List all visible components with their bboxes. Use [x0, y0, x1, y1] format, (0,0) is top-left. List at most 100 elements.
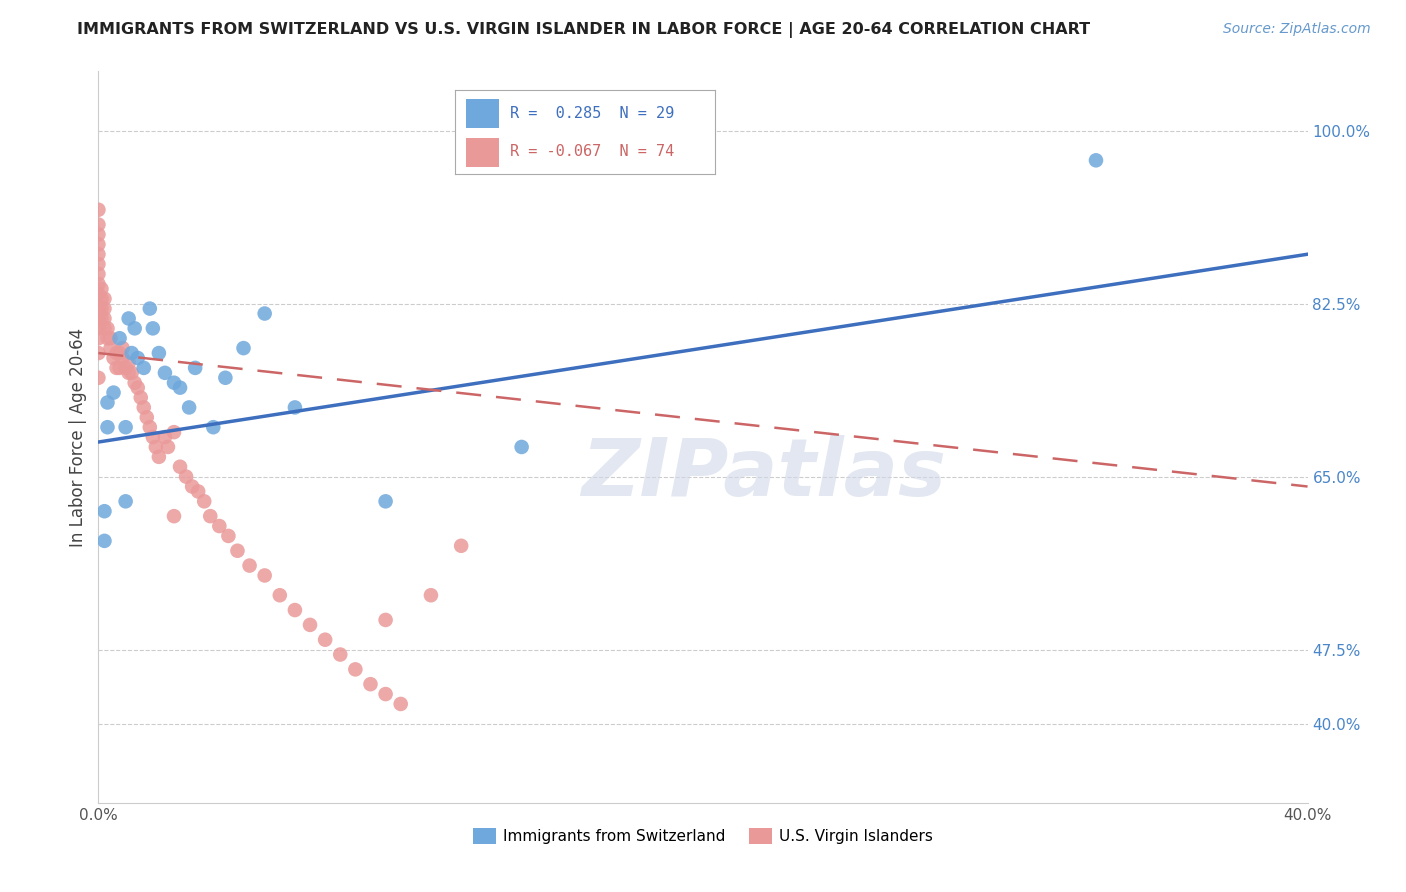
Point [232, 341, 254, 355]
Point [105, 360, 128, 375]
Point [87, 346, 110, 360]
Point [103, 385, 125, 400]
Point [217, 529, 239, 543]
Y-axis label: In Labor Force | Age 20-64: In Labor Force | Age 20-64 [69, 327, 87, 547]
Point [90, 282, 112, 296]
Point [420, 588, 443, 602]
Point [202, 420, 225, 434]
Point [87, 237, 110, 252]
Point [374, 494, 396, 508]
Point [153, 366, 176, 380]
Point [184, 360, 207, 375]
Point [156, 440, 179, 454]
Text: IMMIGRANTS FROM SWITZERLAND VS U.S. VIRGIN ISLANDER IN LABOR FORCE | AGE 20-64 C: IMMIGRANTS FROM SWITZERLAND VS U.S. VIRG… [77, 22, 1091, 38]
Point [169, 381, 191, 395]
Point [148, 346, 170, 360]
Point [105, 346, 128, 360]
Point [87, 286, 110, 301]
Point [239, 558, 262, 573]
Point [87, 277, 110, 291]
Point [360, 677, 382, 691]
Point [163, 376, 186, 390]
Point [510, 440, 533, 454]
Point [344, 662, 367, 676]
Point [114, 494, 136, 508]
Legend: Immigrants from Switzerland, U.S. Virgin Islanders: Immigrants from Switzerland, U.S. Virgin… [467, 822, 939, 850]
Point [93, 504, 115, 518]
Point [90, 311, 112, 326]
Point [214, 371, 236, 385]
Point [93, 321, 115, 335]
Point [135, 410, 157, 425]
Point [121, 346, 143, 360]
Point [179, 401, 201, 415]
Point [129, 391, 152, 405]
Point [87, 227, 110, 242]
Point [200, 509, 222, 524]
Point [87, 311, 110, 326]
Point [93, 301, 115, 316]
Point [108, 360, 131, 375]
Point [314, 632, 336, 647]
Point [111, 341, 134, 355]
Point [389, 697, 412, 711]
Point [124, 321, 146, 335]
Point [87, 371, 110, 385]
Point [100, 341, 122, 355]
Point [139, 420, 162, 434]
Point [253, 568, 276, 582]
Point [148, 450, 170, 464]
Point [96, 331, 118, 345]
Point [90, 301, 112, 316]
Point [87, 331, 110, 345]
Text: Source: ZipAtlas.com: Source: ZipAtlas.com [1223, 22, 1371, 37]
Point [187, 484, 209, 499]
Point [93, 311, 115, 326]
Point [87, 301, 110, 316]
Point [93, 533, 115, 548]
Point [174, 469, 197, 483]
Point [127, 351, 149, 365]
Point [96, 420, 118, 434]
Point [96, 321, 118, 335]
Point [163, 425, 186, 439]
Point [114, 360, 136, 375]
Point [118, 366, 141, 380]
Point [111, 351, 134, 365]
Point [450, 539, 472, 553]
Point [103, 351, 125, 365]
Point [87, 202, 110, 217]
Point [87, 247, 110, 261]
Point [374, 687, 396, 701]
Point [374, 613, 396, 627]
Point [153, 430, 176, 444]
Point [87, 267, 110, 281]
Point [100, 331, 122, 345]
Point [108, 331, 131, 345]
Point [163, 509, 186, 524]
Point [132, 360, 155, 375]
Point [1085, 153, 1108, 168]
Point [226, 543, 249, 558]
Point [132, 401, 155, 415]
Text: ZIPatlas: ZIPatlas [581, 434, 946, 513]
Point [118, 356, 141, 370]
Point [142, 321, 165, 335]
Point [284, 603, 307, 617]
Point [108, 346, 131, 360]
Point [87, 321, 110, 335]
Point [169, 459, 191, 474]
Point [329, 648, 352, 662]
Point [127, 381, 149, 395]
Point [142, 430, 165, 444]
Point [139, 301, 162, 316]
Point [90, 292, 112, 306]
Point [299, 618, 322, 632]
Point [145, 440, 167, 454]
Point [208, 519, 231, 533]
Point [87, 218, 110, 232]
Point [124, 376, 146, 390]
Point [121, 366, 143, 380]
Point [253, 306, 276, 320]
Point [87, 257, 110, 271]
